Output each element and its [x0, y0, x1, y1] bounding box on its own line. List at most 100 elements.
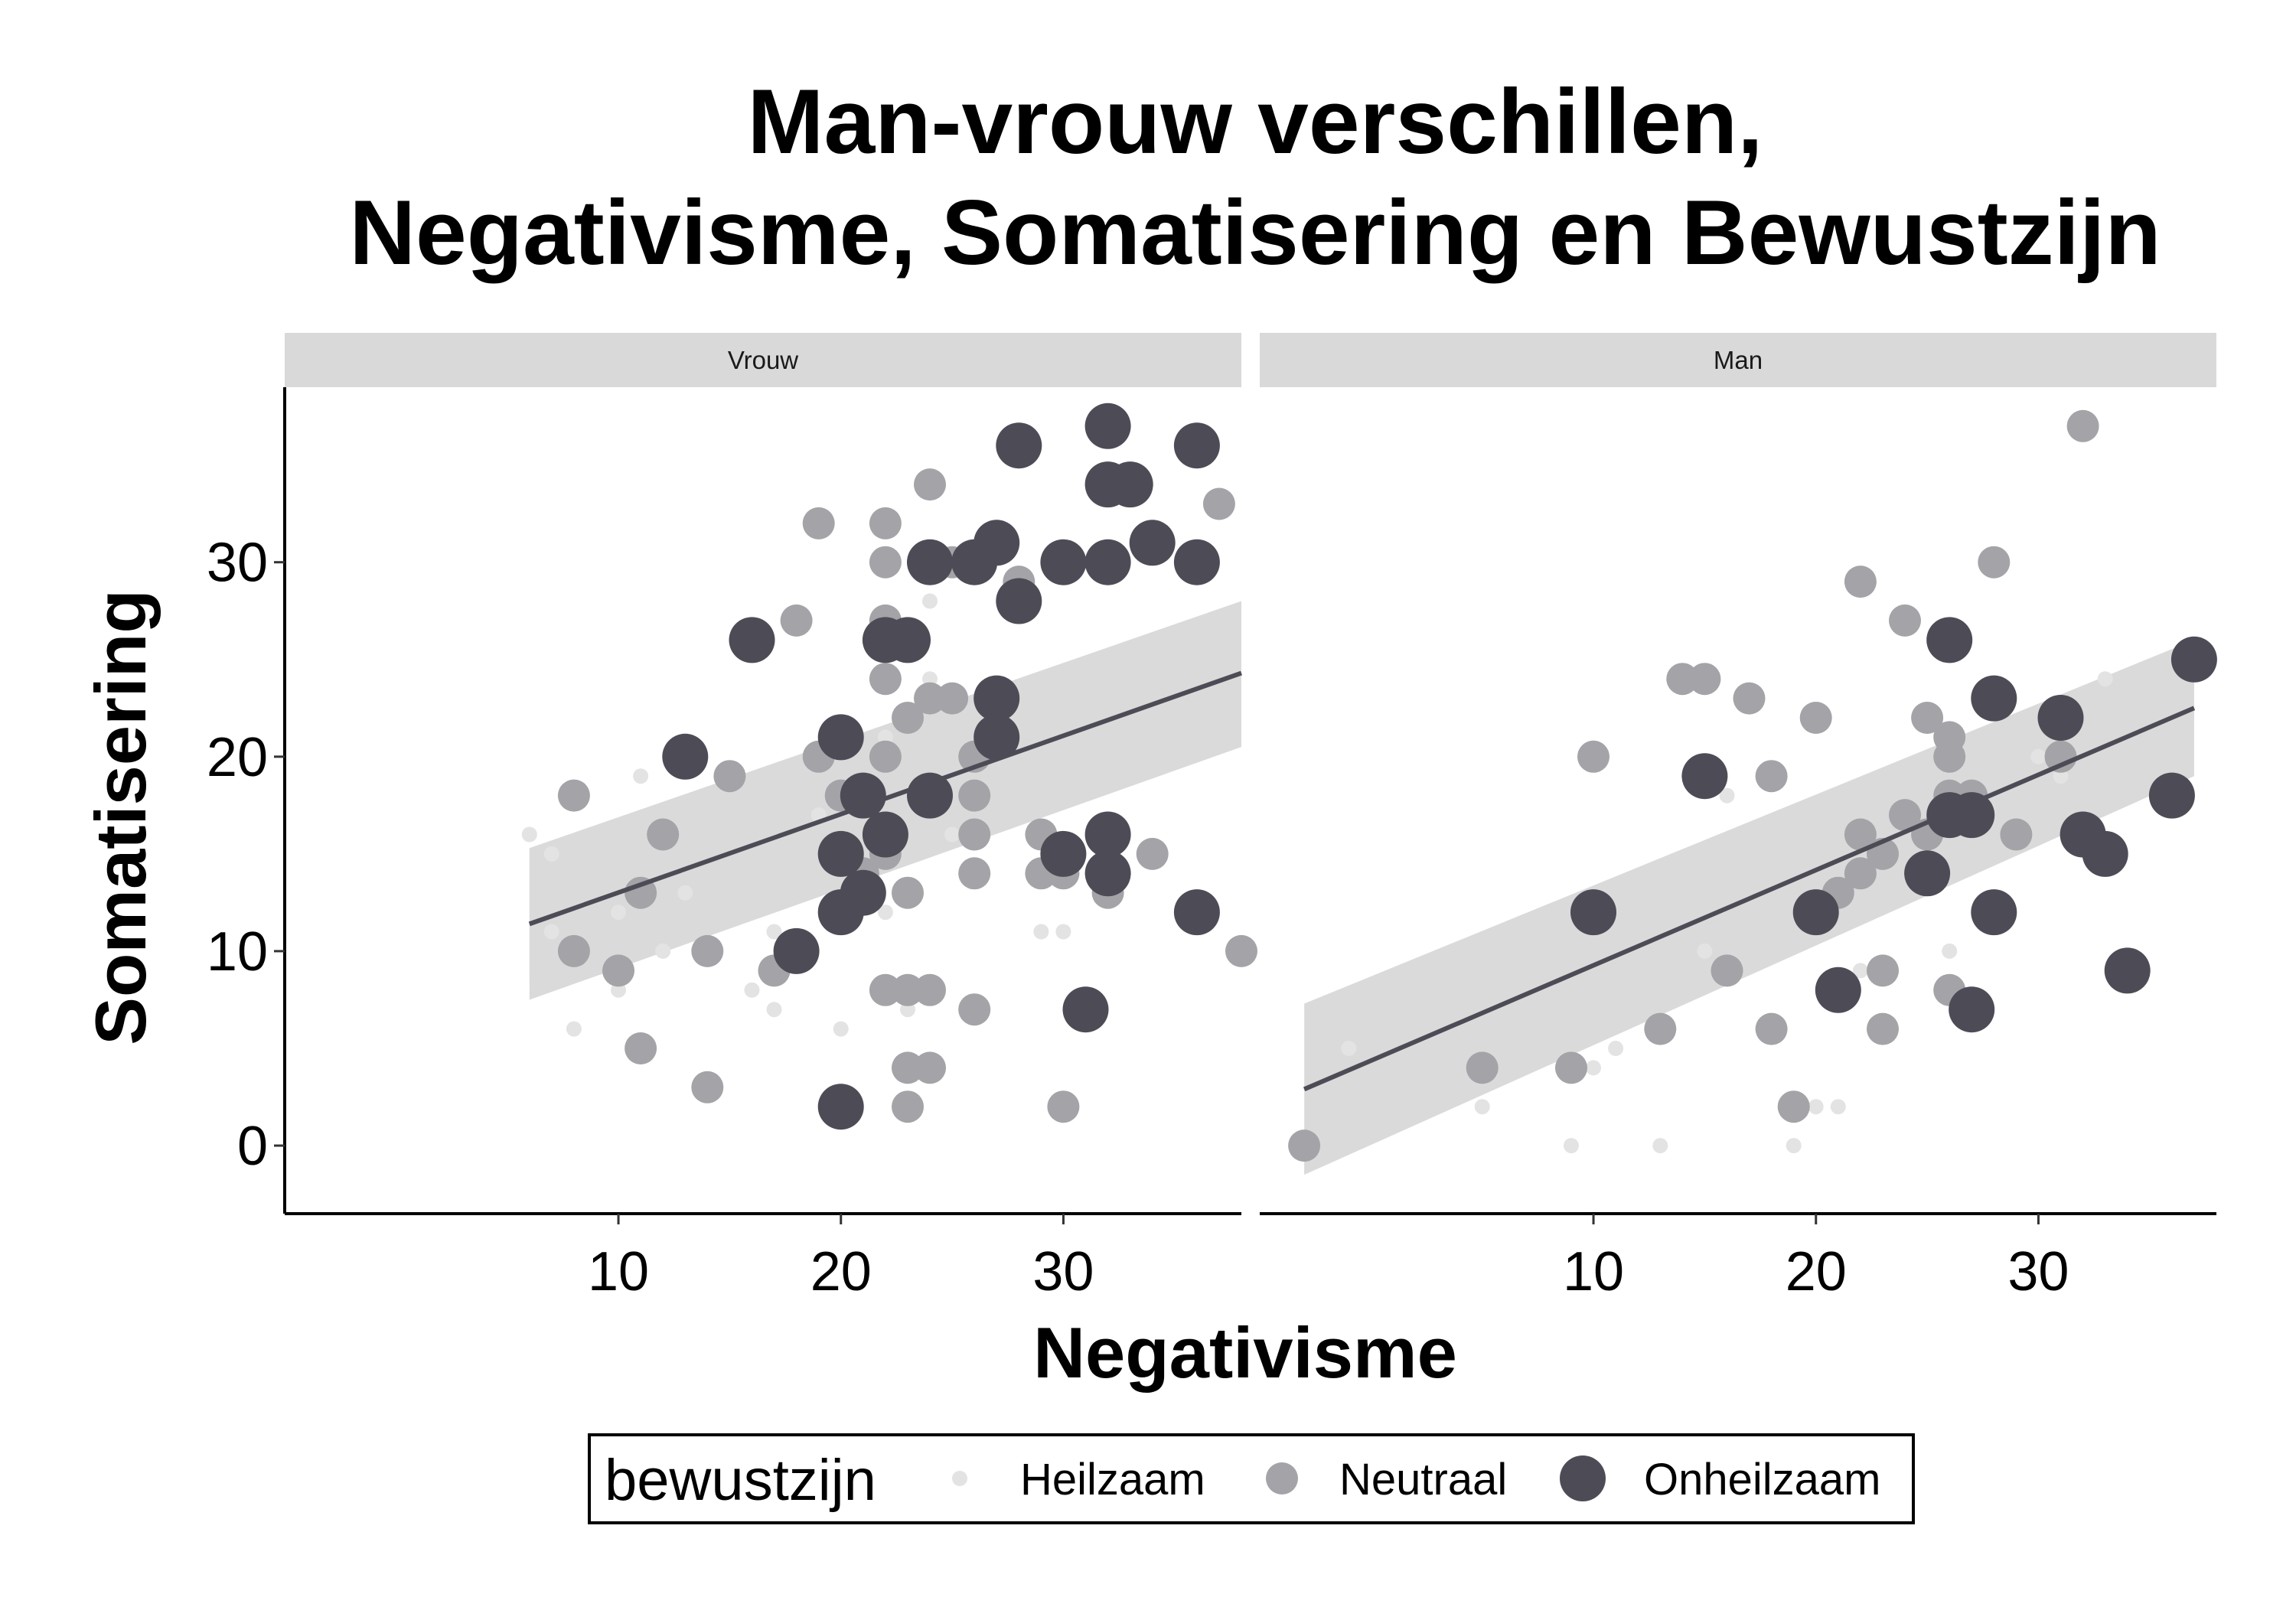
legend-title: bewustzijn: [605, 1448, 876, 1513]
point-vrouw-neutraal-36: [958, 857, 991, 890]
point-man-heilzaam-4: [1608, 1041, 1624, 1056]
x-tick-label-man-20: 20: [1786, 1241, 1847, 1302]
point-man-onheilzaam-10: [1971, 889, 2017, 936]
point-vrouw-neutraal-10: [780, 604, 813, 637]
x-tick-label-vrouw-20: 20: [810, 1241, 872, 1302]
point-vrouw-heilzaam-17: [900, 1002, 915, 1018]
point-man-neutraal-11: [1777, 1090, 1810, 1123]
legend-key-heilzaam: [952, 1471, 967, 1486]
facet-strip-man: [1260, 333, 2216, 387]
point-vrouw-neutraal-5: [647, 818, 680, 851]
point-man-neutraal-16: [1844, 857, 1877, 890]
point-man-neutraal-9: [1755, 760, 1788, 793]
point-vrouw-onheilzaam-13: [907, 772, 953, 819]
legend-box: [588, 1433, 1915, 1524]
chart-title-line-1: Man-vrouw verschillen,: [747, 70, 1763, 173]
point-vrouw-heilzaam-22: [1055, 924, 1071, 940]
point-man-heilzaam-3: [1586, 1060, 1601, 1076]
point-man-neutraal-5: [1666, 663, 1699, 696]
point-man-neutraal-7: [1711, 954, 1743, 987]
point-vrouw-neutraal-31: [936, 682, 969, 715]
point-man-onheilzaam-13: [2082, 830, 2128, 877]
point-man-onheilzaam-7: [1949, 792, 1995, 839]
y-tick-label-0: 0: [237, 1116, 268, 1177]
chart-title-line-2: Negativisme, Somatisering en Bewustzijn: [349, 181, 2161, 284]
point-vrouw-neutraal-19: [869, 740, 902, 773]
point-vrouw-heilzaam-9: [744, 982, 760, 998]
point-vrouw-onheilzaam-12: [907, 539, 953, 585]
point-vrouw-heilzaam-2: [543, 924, 559, 940]
point-vrouw-onheilzaam-20: [1040, 539, 1087, 585]
point-vrouw-neutraal-2: [602, 954, 634, 987]
point-man-neutraal-1: [1466, 1051, 1499, 1084]
point-man-onheilzaam-0: [1570, 889, 1616, 936]
point-man-neutraal-8: [1733, 682, 1766, 715]
point-vrouw-onheilzaam-2: [773, 927, 820, 974]
point-man-onheilzaam-8: [1949, 986, 1995, 1033]
point-vrouw-neutraal-28: [914, 682, 946, 715]
point-vrouw-neutraal-22: [892, 876, 924, 909]
point-man-neutraal-10: [1755, 1012, 1788, 1045]
point-vrouw-neutraal-35: [958, 818, 991, 851]
point-man-neutraal-12: [1799, 702, 1832, 734]
point-vrouw-neutraal-46: [1136, 837, 1169, 870]
point-vrouw-heilzaam-11: [766, 1002, 782, 1018]
point-man-heilzaam-5: [1652, 1138, 1668, 1154]
point-vrouw-heilzaam-6: [633, 768, 649, 784]
point-vrouw-neutraal-0: [557, 779, 590, 812]
point-vrouw-neutraal-4: [625, 1032, 657, 1064]
point-man-heilzaam-0: [1341, 1041, 1357, 1056]
trend-line-man: [1303, 706, 2196, 1092]
point-vrouw-heilzaam-8: [677, 885, 693, 901]
point-vrouw-heilzaam-19: [922, 671, 938, 687]
point-vrouw-onheilzaam-8: [840, 869, 886, 916]
trend-line-vrouw: [528, 670, 1242, 927]
point-man-onheilzaam-1: [1681, 753, 1728, 800]
point-vrouw-neutraal-25: [892, 1090, 924, 1123]
point-vrouw-neutraal-42: [1047, 1090, 1080, 1123]
point-vrouw-neutraal-47: [1202, 487, 1235, 520]
facet-strip-vrouw: [285, 333, 1241, 387]
legend-label-heilzaam: Heilzaam: [1020, 1455, 1205, 1504]
y-axis-title: Somatisering: [80, 589, 161, 1045]
point-vrouw-neutraal-7: [691, 1071, 724, 1103]
point-vrouw-onheilzaam-26: [1084, 811, 1131, 858]
point-man-neutraal-3: [1577, 740, 1609, 773]
point-vrouw-neutraal-15: [869, 507, 902, 539]
point-vrouw-heilzaam-20: [944, 826, 960, 843]
point-vrouw-heilzaam-16: [877, 905, 893, 921]
point-vrouw-onheilzaam-18: [996, 422, 1042, 469]
point-vrouw-heilzaam-18: [922, 593, 938, 609]
point-man-heilzaam-16: [2053, 768, 2069, 784]
facet-strip-label-vrouw: Vrouw: [728, 346, 798, 374]
point-vrouw-onheilzaam-19: [996, 578, 1042, 624]
point-vrouw-onheilzaam-27: [1084, 850, 1131, 897]
point-man-heilzaam-15: [2030, 748, 2047, 764]
y-tick-label-10: 10: [207, 921, 268, 983]
point-man-onheilzaam-9: [1971, 675, 2017, 722]
point-man-neutraal-31: [2044, 740, 2077, 773]
x-tick-label-vrouw-30: 30: [1032, 1241, 1094, 1302]
point-man-onheilzaam-15: [2148, 772, 2195, 819]
legend-label-neutraal: Neutraal: [1339, 1455, 1507, 1504]
confidence-band-man: [1304, 640, 2194, 1175]
point-vrouw-neutraal-29: [914, 973, 946, 1006]
point-vrouw-onheilzaam-16: [974, 675, 1020, 722]
point-vrouw-onheilzaam-25: [1084, 539, 1131, 585]
point-vrouw-onheilzaam-6: [817, 1084, 864, 1130]
legend-key-onheilzaam: [1560, 1455, 1606, 1501]
point-man-neutraal-19: [1867, 1012, 1899, 1045]
point-vrouw-neutraal-27: [914, 468, 946, 501]
point-man-neutraal-2: [1555, 1051, 1587, 1084]
point-vrouw-neutraal-21: [869, 973, 902, 1006]
point-man-heilzaam-10: [1830, 1099, 1846, 1115]
point-vrouw-onheilzaam-4: [817, 830, 864, 877]
point-man-heilzaam-9: [1808, 1099, 1824, 1115]
point-vrouw-neutraal-11: [802, 507, 835, 539]
point-man-onheilzaam-4: [1904, 850, 1951, 897]
point-vrouw-onheilzaam-0: [662, 733, 709, 780]
point-vrouw-heilzaam-4: [611, 905, 626, 921]
point-vrouw-heilzaam-1: [543, 846, 559, 862]
point-man-onheilzaam-16: [2170, 636, 2217, 683]
point-vrouw-heilzaam-15: [877, 729, 893, 745]
